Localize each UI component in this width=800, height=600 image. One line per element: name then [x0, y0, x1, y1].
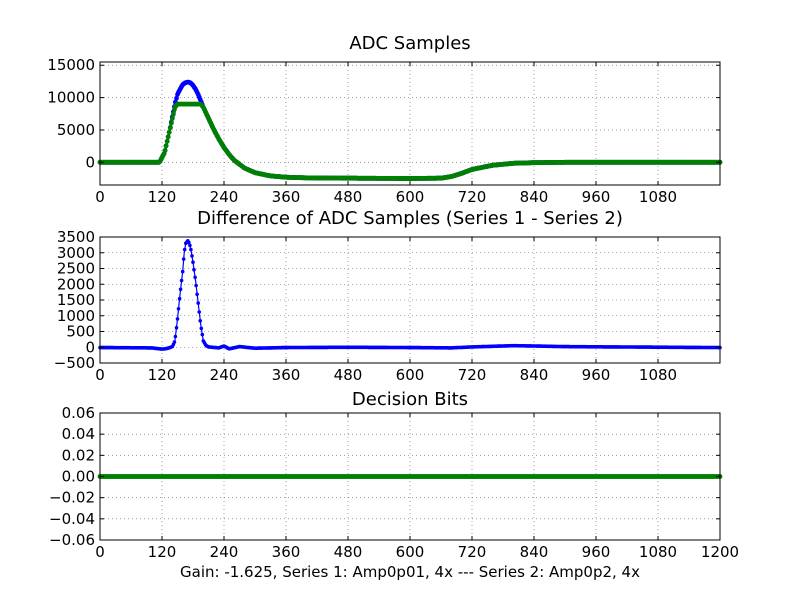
y-tick-label: −0.02: [49, 489, 95, 507]
x-tick-label: 960: [582, 366, 611, 384]
y-tick-label: 500: [66, 323, 95, 341]
x-tick-label: 960: [582, 188, 611, 206]
y-tick-label: 5000: [57, 121, 95, 139]
x-tick-label: 600: [396, 366, 425, 384]
decision-bits-title: Decision Bits: [352, 389, 468, 410]
x-tick-label: 240: [210, 188, 239, 206]
y-tick-label: 0.02: [62, 446, 95, 464]
y-tick-label: 2000: [57, 275, 95, 293]
y-tick-label: 10000: [47, 89, 95, 107]
y-tick-label: 0.00: [62, 468, 95, 486]
x-tick-label: 1200: [701, 543, 739, 561]
y-tick-label: −0.04: [49, 510, 95, 528]
x-tick-label: 600: [396, 543, 425, 561]
x-tick-label: 360: [272, 188, 301, 206]
x-tick-label: 720: [458, 366, 487, 384]
y-tick-label: 3000: [57, 244, 95, 262]
difference-panel: Difference of ADC Samples (Series 1 - Se…: [54, 208, 722, 384]
series-line: [99, 239, 721, 350]
series-1-markers: [98, 239, 722, 351]
adc-samples-title: ADC Samples: [349, 33, 470, 54]
y-tick-label: −500: [54, 354, 95, 372]
x-tick-label: 1080: [639, 188, 677, 206]
y-tick-label: 0: [85, 153, 95, 171]
series-line: [100, 102, 720, 180]
x-tick-label: 840: [520, 366, 549, 384]
x-tick-label: 0: [95, 366, 105, 384]
x-tick-label: 720: [458, 188, 487, 206]
difference-title: Difference of ADC Samples (Series 1 - Se…: [197, 208, 623, 229]
y-tick-label: 0.06: [62, 404, 95, 422]
adc-samples-panel: ADC Samples 0 120 240 360 480 600 720 840 960 108…: [47, 33, 723, 206]
x-tick-label: 840: [520, 543, 549, 561]
x-tick-label: 960: [582, 543, 611, 561]
x-tick-label: 600: [396, 188, 425, 206]
decision-bits-panel: Decision Bits 0 120 240 360 480 600 720 840 960 1…: [49, 389, 739, 561]
x-tick-label: 0: [95, 543, 105, 561]
y-tick-label: 1000: [57, 307, 95, 325]
x-tick-label: 0: [95, 188, 105, 206]
x-tick-label: 480: [334, 188, 363, 206]
y-tick-label: 2500: [57, 260, 95, 278]
x-tick-label: 480: [334, 366, 363, 384]
x-tick-label: 840: [520, 188, 549, 206]
y-tick-label: −0.06: [49, 531, 95, 549]
x-tick-label: 1080: [639, 366, 677, 384]
x-tick-label: 120: [148, 543, 177, 561]
y-tick-label: 0.04: [62, 425, 95, 443]
y-tick-label: 1500: [57, 291, 95, 309]
figure-caption: Gain: -1.625, Series 1: Amp0p01, 4x --- …: [180, 563, 640, 581]
x-tick-label: 360: [272, 366, 301, 384]
x-tick-label: 480: [334, 543, 363, 561]
series-2-markers: [97, 101, 723, 181]
x-tick-label: 360: [272, 543, 301, 561]
y-tick-label: 3500: [57, 228, 95, 246]
x-tick-label: 240: [210, 366, 239, 384]
x-tick-label: 120: [148, 188, 177, 206]
y-tick-label: 15000: [47, 56, 95, 74]
x-tick-label: 1080: [639, 543, 677, 561]
x-tick-label: 120: [148, 366, 177, 384]
x-tick-label: 240: [210, 543, 239, 561]
x-tick-label: 720: [458, 543, 487, 561]
series-1-markers: [97, 474, 723, 479]
y-tick-label: 0: [85, 338, 95, 356]
